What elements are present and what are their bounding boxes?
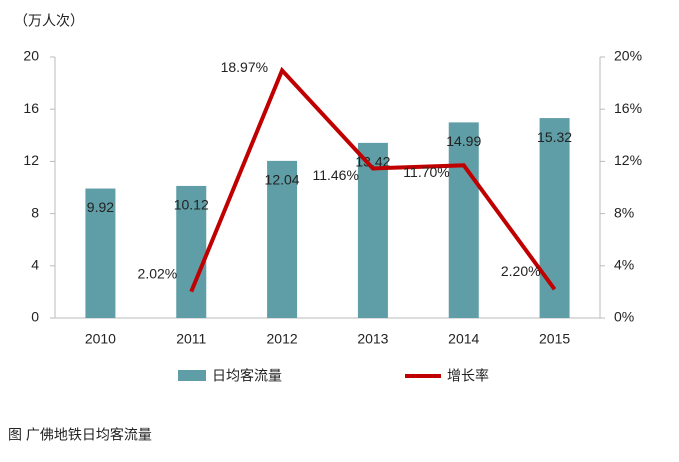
x-tick-label: 2013 [357, 331, 388, 347]
y-tick-label: 8 [31, 204, 39, 220]
bar-value-label: 14.99 [446, 133, 481, 149]
line-value-label: 11.46% [312, 167, 358, 183]
bar [357, 142, 388, 318]
x-tick-label: 2010 [85, 331, 116, 347]
caption: 图 广佛地铁日均客流量 [8, 427, 152, 443]
y2-tick-label: 16% [614, 100, 642, 116]
line-value-label: 2.20% [501, 263, 541, 279]
y2-tick-label: 8% [614, 204, 634, 220]
y2-tick-label: 12% [614, 152, 642, 168]
y-tick-label: 4 [31, 257, 39, 273]
bar-value-label: 12.04 [265, 172, 300, 188]
bar-value-label: 10.12 [174, 197, 209, 213]
y-tick-label: 20 [23, 48, 39, 64]
legend-label: 增长率 [447, 368, 489, 384]
bar [539, 118, 570, 318]
line-value-label: 11.70% [403, 164, 449, 180]
legend-label: 日均客流量 [212, 368, 282, 384]
line [189, 66, 557, 293]
bar [448, 122, 479, 319]
bar [267, 160, 298, 318]
y-tick-label: 0 [31, 309, 39, 325]
y2-tick-label: 20% [614, 48, 642, 64]
line-value-label: 2.02% [138, 265, 178, 281]
bar [85, 188, 116, 318]
y-tick-label: 16 [23, 100, 39, 116]
line-value-label: 18.97% [221, 59, 268, 75]
bar-value-label: 9.92 [87, 199, 114, 215]
bar-value-label: 15.32 [537, 129, 572, 145]
x-tick-label: 2012 [267, 331, 298, 347]
x-tick-label: 2015 [539, 331, 570, 347]
x-tick-label: 2011 [176, 331, 206, 347]
y2-tick-label: 4% [614, 257, 634, 273]
legend-swatch [178, 370, 206, 381]
x-tick-label: 2014 [448, 331, 479, 347]
y2-tick-label: 0% [614, 309, 634, 325]
y-tick-label: 12 [23, 152, 39, 168]
y-axis-label: （万人次） [14, 13, 84, 29]
bar [176, 185, 207, 318]
